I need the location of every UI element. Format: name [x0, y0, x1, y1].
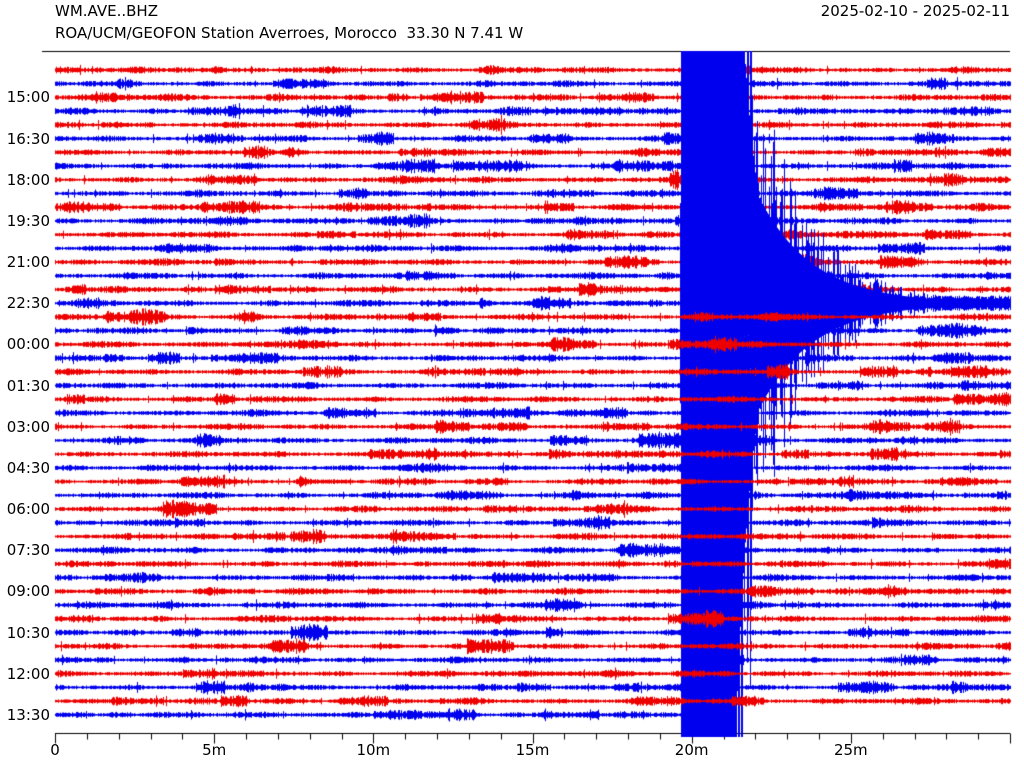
x-tick-label: 15m	[515, 741, 550, 759]
y-tick-label: 15:00	[6, 88, 50, 107]
y-tick-label: 04:30	[6, 458, 50, 477]
station-id: WM.AVE..BHZ	[55, 2, 158, 20]
y-tick-label: 06:00	[6, 500, 50, 519]
y-tick-label: 22:30	[6, 294, 50, 313]
y-tick-label: 19:30	[6, 211, 50, 230]
date-range: 2025-02-10 - 2025-02-11	[820, 2, 1010, 20]
x-tick-label: 25m	[833, 741, 868, 759]
y-tick-label: 16:30	[6, 129, 50, 148]
y-tick-label: 10:30	[6, 623, 50, 642]
y-tick-label: 07:30	[6, 541, 50, 560]
y-tick-label: 03:00	[6, 417, 50, 436]
x-tick-label: 0	[50, 741, 60, 759]
y-tick-label: 01:30	[6, 376, 50, 395]
x-tick-label: 20m	[674, 741, 709, 759]
y-tick-label: 13:30	[6, 705, 50, 724]
x-tick-label: 10m	[356, 741, 391, 759]
y-tick-label: 09:00	[6, 582, 50, 601]
y-tick-label: 00:00	[6, 335, 50, 354]
y-tick-label: 21:00	[6, 253, 50, 272]
x-tick-label: 5m	[202, 741, 227, 759]
y-tick-label: 18:00	[6, 170, 50, 189]
y-tick-label: 12:00	[6, 664, 50, 683]
station-description: ROA/UCM/GEOFON Station Averroes, Morocco…	[55, 24, 524, 42]
